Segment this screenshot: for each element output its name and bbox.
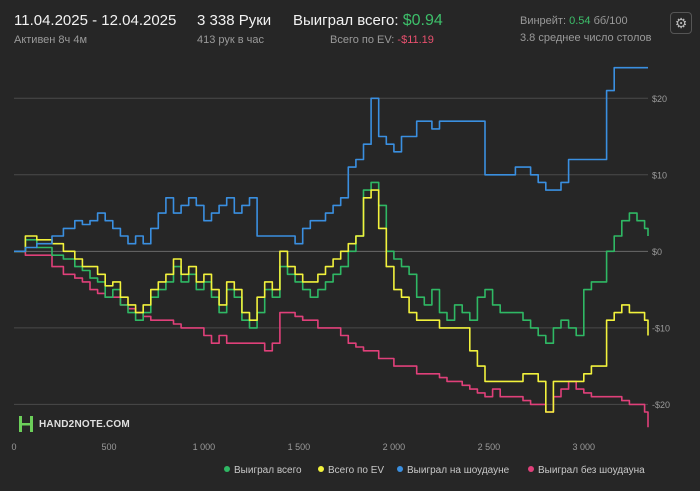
x-tick-label: 2 000 (383, 442, 406, 452)
ev-total-label: Всего по EV: (330, 34, 395, 46)
x-axis-ticks: 0 500 1 000 1 500 2 000 2 500 3 000 (11, 442, 595, 452)
settings-button[interactable]: ⚙ (670, 12, 692, 34)
legend-item-ev-total[interactable]: Всего по EV (318, 465, 384, 476)
x-tick-label: 500 (101, 442, 116, 452)
x-tick-label: 1 500 (288, 442, 311, 452)
hands-per-hour: 413 рук в час (197, 34, 265, 46)
winrate-label: Винрейт: (520, 15, 567, 27)
hands-count: 3 338 Руки (197, 12, 272, 29)
series-line-showdown (14, 66, 648, 253)
legend-label: Выиграл на шоудауне (407, 465, 510, 476)
y-axis-ticks: $20 $10 $0 -$10 -$20 (652, 94, 670, 410)
date-range[interactable]: 11.04.2025 - 12.04.2025 (14, 12, 177, 29)
x-tick-label: 3 000 (573, 442, 596, 452)
y-tick-label: $10 (652, 170, 667, 180)
legend-label: Выиграл всего (234, 465, 302, 476)
hand2note-logo-icon (19, 416, 33, 432)
x-tick-label: 2 500 (478, 442, 501, 452)
x-tick-label: 0 (11, 442, 16, 452)
series-line-won-total (14, 181, 649, 344)
gear-icon: ⚙ (674, 15, 688, 31)
chart-series (14, 66, 649, 428)
won-total-label: Выиграл всего: (293, 12, 399, 29)
won-total-value: $0.94 (402, 12, 443, 29)
ev-total-stat: Всего по EV: -$11.19 (330, 34, 434, 46)
winrate-stat: Винрейт: 0.54 бб/100 (520, 15, 628, 27)
y-tick-label: -$10 (652, 323, 670, 333)
y-tick-label: $0 (652, 247, 662, 257)
legend-dot-icon (224, 466, 230, 473)
hand2note-logo: HAND2NOTE.COM (18, 413, 130, 435)
legend-item-showdown[interactable]: Выиграл на шоудауне (397, 465, 509, 476)
y-tick-label: -$20 (652, 400, 670, 410)
profit-chart: $20 $10 $0 -$10 -$20 0 500 1 000 1 500 2 000 2 50… (11, 66, 670, 452)
active-time: Активен 8ч 4м (14, 34, 88, 46)
y-tick-label: $20 (652, 94, 667, 104)
winrate-value: 0.54 (569, 15, 591, 27)
ev-total-value: -$11.19 (397, 34, 434, 46)
legend-label: Всего по EV (328, 465, 385, 476)
x-tick-label: 1 000 (193, 442, 216, 452)
winrate-unit: бб/100 (593, 15, 628, 27)
legend-label: Выиграл без шоудауна (538, 465, 645, 476)
legend-dot-icon (318, 466, 324, 473)
avg-tables: 3.8 среднее число столов (520, 32, 652, 44)
chart-grid (14, 97, 648, 405)
won-total-stat: Выиграл всего: $0.94 (293, 12, 443, 30)
stats-header: 11.04.2025 - 12.04.2025 Активен 8ч 4м 3 … (0, 0, 700, 52)
hand2note-logo-text: HAND2NOTE.COM (39, 418, 130, 430)
legend-item-no-showdown[interactable]: Выиграл без шоудауна (528, 465, 645, 476)
legend-dot-icon (528, 466, 534, 473)
legend-dot-icon (397, 466, 403, 473)
series-line-ev-total (14, 189, 649, 413)
legend-item-won-total[interactable]: Выиграл всего (224, 465, 302, 476)
